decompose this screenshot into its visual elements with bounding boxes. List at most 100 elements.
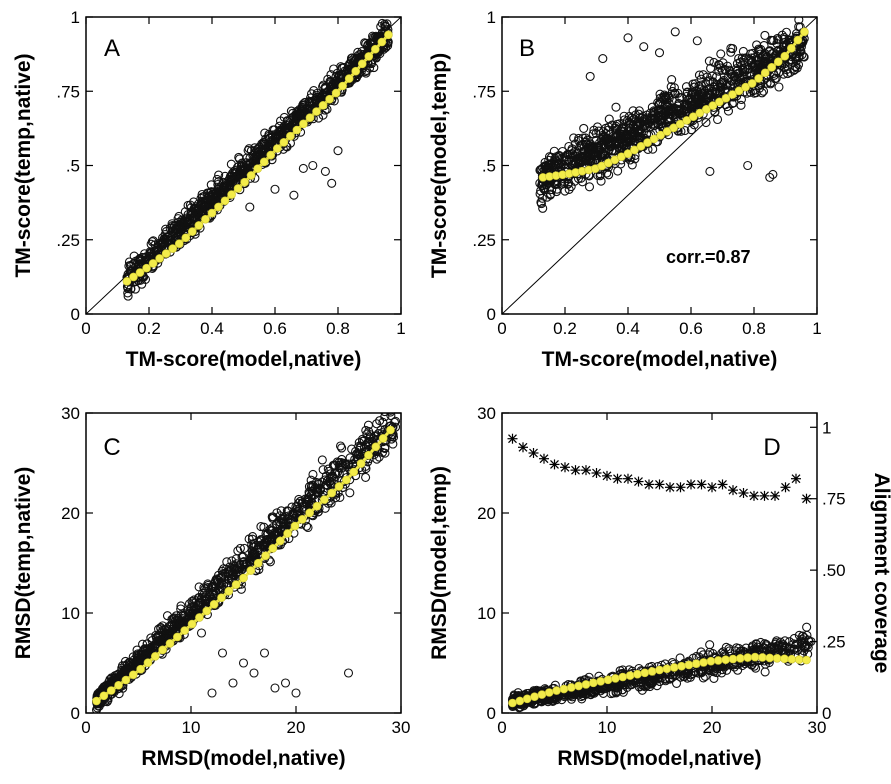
panel-a: 0 0.2 0.4 0.6 0.8 10.25.5.751TM-score(model,n… (12, 8, 406, 371)
scatter-point (792, 63, 802, 73)
coverage-star (539, 453, 549, 464)
scatter-point (701, 117, 711, 128)
scatter-point (599, 150, 609, 160)
scatter-point (730, 646, 740, 656)
trend-point (682, 116, 692, 125)
trend-point (165, 639, 175, 648)
x-tick-label: 20 (287, 718, 306, 737)
scatter-point (552, 184, 562, 194)
scatter-point (134, 650, 144, 660)
scatter-point (167, 219, 177, 229)
y2-axis-label: Alignment coverage (870, 473, 891, 674)
scatter-point (764, 46, 774, 56)
y2-tick-label: .25 (822, 633, 846, 652)
trend-point (305, 113, 315, 122)
trend-point (325, 94, 334, 104)
scatter-point (569, 133, 579, 143)
scatter-point (610, 123, 620, 133)
scatter-point (654, 48, 665, 58)
scatter-point (580, 152, 590, 163)
star-stroke (613, 474, 622, 484)
trend-point (728, 654, 738, 664)
trend-point (106, 686, 116, 695)
scatter-point (196, 193, 206, 204)
scatter-point (160, 630, 171, 640)
scatter-point (337, 63, 348, 73)
scatter-point (774, 68, 784, 78)
scatter-point (250, 145, 260, 156)
trend-point (787, 654, 797, 664)
x-tick-label: 0.2 (553, 319, 577, 338)
scatter-point (297, 498, 307, 508)
scatter-point (674, 98, 684, 109)
scatter-point (682, 88, 692, 98)
x-tick-label: 0 (497, 319, 506, 338)
coverage-star (728, 485, 738, 496)
y2-tick-label: 0 (822, 704, 831, 723)
scatter-point (228, 570, 238, 580)
scatter-point (749, 61, 759, 71)
trend-point (283, 529, 292, 538)
trend-point (669, 663, 679, 672)
trend-point (272, 144, 282, 153)
star-stroke (518, 442, 528, 452)
trend-point (233, 184, 243, 193)
star-stroke (665, 482, 675, 492)
scatter-point (670, 27, 680, 37)
scatter-point (286, 106, 296, 116)
scatter-point (197, 593, 207, 603)
trend-point (279, 138, 289, 147)
scatter-point (268, 513, 278, 524)
scatter-point (308, 160, 318, 171)
x-tick-label: 0 (497, 718, 506, 737)
scatter-point (132, 645, 142, 655)
scatter-point (320, 480, 330, 490)
scatter-point (211, 191, 221, 201)
scatter-point (538, 203, 548, 213)
scatter-point (771, 638, 781, 648)
scatter-point (694, 70, 705, 80)
scatter-point (707, 71, 717, 81)
x-tick-label: 20 (703, 718, 722, 737)
panel-label: A (104, 35, 120, 62)
trend-point (747, 79, 757, 88)
scatter-point (140, 274, 151, 284)
scatter-point (219, 181, 229, 191)
scatter-point (760, 667, 770, 677)
scatter-point (320, 503, 330, 513)
scatter-point (736, 75, 746, 85)
trend-point (794, 655, 804, 664)
scatter-point (218, 569, 228, 579)
scatter-point (315, 483, 325, 493)
scatter-point (738, 46, 748, 57)
trend-point (767, 63, 777, 72)
trend-point (386, 425, 395, 435)
scatter-point (148, 236, 158, 246)
trend-point (253, 558, 263, 568)
trend-point (220, 196, 230, 206)
y-axis-label: TM-score(temp,native) (12, 53, 35, 277)
scatter-point (364, 426, 374, 436)
coverage-star (707, 482, 717, 493)
scatter-point (334, 463, 344, 473)
scatter-point (328, 460, 338, 470)
coverage-star (602, 470, 612, 481)
trend-point (649, 134, 659, 144)
trend-point (174, 239, 184, 248)
trend-point (246, 171, 256, 180)
scatter-point (186, 207, 196, 217)
x-tick-label: 1 (812, 319, 821, 338)
scatter-point (187, 213, 197, 223)
scatter-point (564, 178, 574, 188)
scatter-point (208, 588, 218, 599)
scatter-point (298, 502, 308, 512)
plot-area (86, 17, 401, 314)
y-tick-label: 10 (61, 604, 80, 623)
scatter-point (591, 155, 601, 165)
scatter-point (771, 73, 781, 83)
trend-point (129, 272, 138, 282)
scatter-point (191, 598, 201, 608)
trend-point (143, 658, 153, 668)
scatter-point (659, 92, 670, 102)
